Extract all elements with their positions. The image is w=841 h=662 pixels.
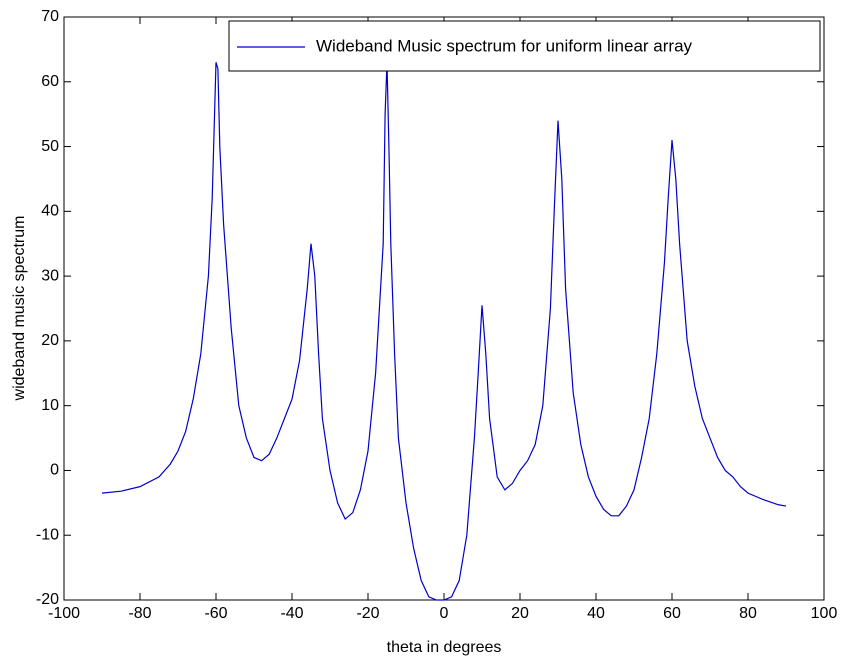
y-tick-label: -10 bbox=[36, 526, 59, 543]
y-tick-label: 60 bbox=[41, 73, 59, 90]
y-tick-label: 50 bbox=[41, 138, 59, 155]
x-tick-label: -80 bbox=[128, 605, 151, 622]
legend-box bbox=[228, 20, 821, 72]
legend-label: Wideband Music spectrum for uniform line… bbox=[316, 36, 693, 55]
y-tick-label: 70 bbox=[41, 8, 59, 25]
x-tick-label: 40 bbox=[587, 605, 605, 622]
x-tick-label: 0 bbox=[440, 605, 449, 622]
y-tick-label: -20 bbox=[36, 591, 59, 608]
plot-area bbox=[63, 16, 825, 601]
y-tick-label: 40 bbox=[41, 203, 59, 220]
data-line bbox=[101, 62, 787, 601]
x-axis-label: theta in degrees bbox=[387, 639, 502, 656]
y-tick-label: 30 bbox=[41, 267, 59, 284]
y-axis-label: wideband music spectrum bbox=[11, 216, 28, 402]
x-tick-label: -20 bbox=[356, 605, 379, 622]
x-tick-label: 80 bbox=[739, 605, 757, 622]
x-tick-label: 60 bbox=[663, 605, 681, 622]
y-tick-label: 20 bbox=[41, 332, 59, 349]
x-tick-label: 100 bbox=[811, 605, 838, 622]
x-tick-label: -60 bbox=[204, 605, 227, 622]
y-tick-label: 10 bbox=[41, 397, 59, 414]
x-tick-label: 20 bbox=[511, 605, 529, 622]
x-tick-label: -40 bbox=[280, 605, 303, 622]
x-tick-label: -100 bbox=[48, 605, 80, 622]
y-tick-label: 0 bbox=[50, 462, 59, 479]
